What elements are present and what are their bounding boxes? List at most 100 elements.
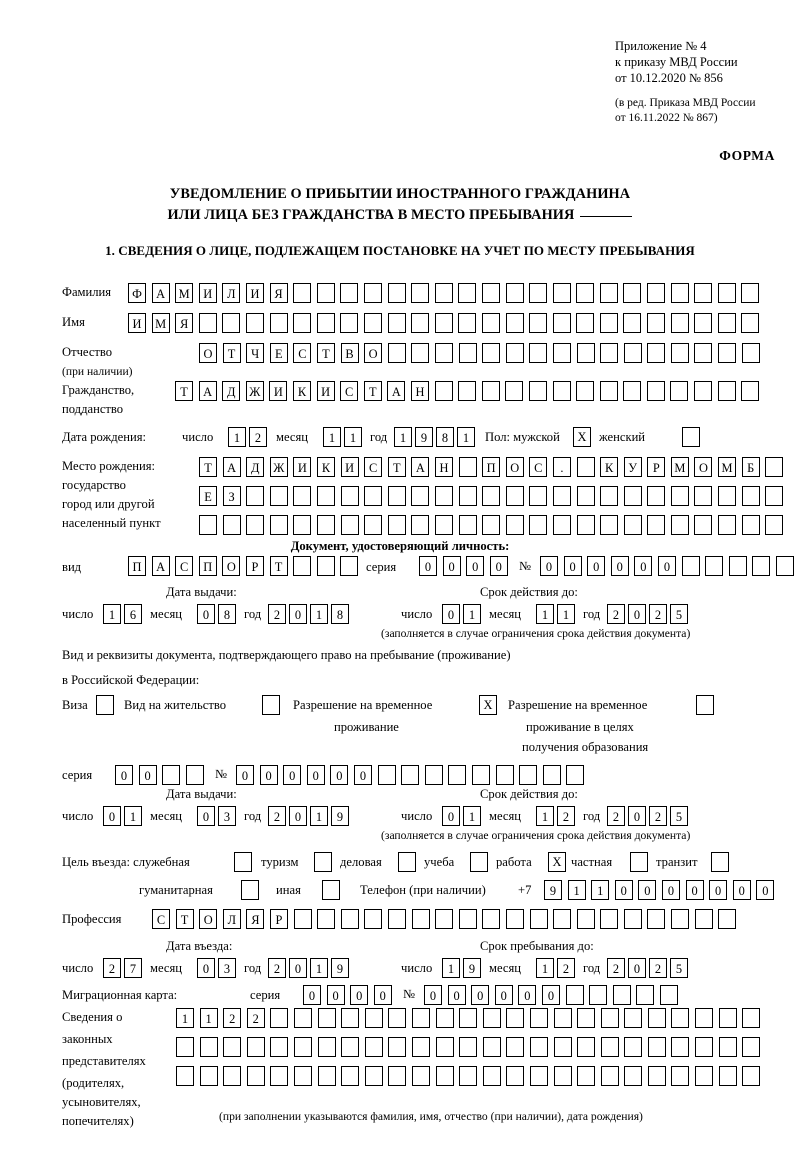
- char-cell[interactable]: С: [293, 343, 312, 363]
- char-cell[interactable]: 2: [223, 1008, 242, 1028]
- char-cell[interactable]: [623, 381, 642, 401]
- char-cell[interactable]: [647, 313, 666, 333]
- char-cell[interactable]: [458, 343, 477, 363]
- char-cell[interactable]: [270, 1008, 289, 1028]
- char-cell[interactable]: А: [151, 283, 170, 303]
- char-cell[interactable]: 1: [591, 880, 610, 900]
- char-cell[interactable]: [553, 1037, 572, 1057]
- char-cell[interactable]: [434, 381, 453, 401]
- char-cell[interactable]: 0: [259, 765, 278, 785]
- char-cell[interactable]: К: [600, 457, 619, 477]
- char-cell[interactable]: 0: [628, 806, 646, 826]
- char-cell[interactable]: [505, 909, 524, 929]
- char-cell[interactable]: [647, 515, 666, 535]
- char-cell[interactable]: 0: [103, 806, 121, 826]
- char-cell[interactable]: [600, 1008, 619, 1028]
- char-cell[interactable]: [293, 1008, 312, 1028]
- char-cell[interactable]: Т: [222, 343, 241, 363]
- char-cell[interactable]: [269, 486, 288, 506]
- char-cell[interactable]: 2: [268, 958, 286, 978]
- char-cell[interactable]: [741, 486, 760, 506]
- char-cell[interactable]: Т: [269, 556, 288, 576]
- char-cell[interactable]: [529, 1066, 548, 1086]
- char-cell[interactable]: [505, 486, 524, 506]
- char-cell[interactable]: С: [340, 381, 359, 401]
- char-cell[interactable]: М: [670, 457, 689, 477]
- char-cell[interactable]: [293, 283, 312, 303]
- char-cell[interactable]: [246, 515, 265, 535]
- char-cell[interactable]: [506, 1008, 525, 1028]
- char-cell[interactable]: 2: [246, 1008, 265, 1028]
- char-cell[interactable]: 5: [670, 958, 688, 978]
- char-cell[interactable]: 1: [463, 806, 481, 826]
- char-cell[interactable]: [599, 313, 618, 333]
- char-cell[interactable]: 9: [544, 880, 562, 900]
- char-cell[interactable]: И: [269, 381, 288, 401]
- char-cell[interactable]: [671, 1008, 690, 1028]
- char-cell[interactable]: [222, 515, 241, 535]
- char-cell[interactable]: Я: [175, 313, 194, 333]
- char-cell[interactable]: [542, 765, 561, 785]
- char-cell[interactable]: [317, 1008, 336, 1028]
- char-cell[interactable]: [411, 1037, 430, 1057]
- char-cell[interactable]: [293, 909, 312, 929]
- char-cell[interactable]: [435, 1066, 454, 1086]
- char-cell[interactable]: [765, 515, 784, 535]
- char-cell[interactable]: 0: [541, 985, 560, 1005]
- char-cell[interactable]: [694, 313, 713, 333]
- char-cell[interactable]: [505, 515, 524, 535]
- char-cell[interactable]: [577, 1066, 596, 1086]
- char-cell[interactable]: 0: [289, 806, 307, 826]
- char-cell[interactable]: З: [222, 486, 241, 506]
- char-cell[interactable]: 9: [463, 958, 481, 978]
- char-cell[interactable]: [245, 313, 264, 333]
- char-cell[interactable]: 0: [197, 806, 215, 826]
- char-cell[interactable]: [434, 343, 453, 363]
- char-cell[interactable]: 2: [268, 604, 286, 624]
- char-cell[interactable]: [458, 515, 477, 535]
- char-cell[interactable]: [529, 313, 548, 333]
- char-cell[interactable]: [695, 1037, 714, 1057]
- char-cell[interactable]: [718, 486, 737, 506]
- char-cell[interactable]: [505, 283, 524, 303]
- char-cell[interactable]: [364, 515, 383, 535]
- char-cell[interactable]: [671, 909, 690, 929]
- char-cell[interactable]: [388, 1066, 407, 1086]
- char-cell[interactable]: [566, 765, 585, 785]
- char-cell[interactable]: [435, 1037, 454, 1057]
- char-cell[interactable]: [505, 343, 524, 363]
- char-cell[interactable]: [529, 909, 548, 929]
- char-cell[interactable]: [717, 381, 736, 401]
- checkbox-purpose-official[interactable]: [234, 852, 252, 872]
- char-cell[interactable]: [435, 909, 454, 929]
- char-cell[interactable]: И: [293, 457, 312, 477]
- char-cell[interactable]: 0: [614, 880, 633, 900]
- checkbox-purpose-other[interactable]: [322, 880, 340, 900]
- char-cell[interactable]: [624, 1008, 643, 1028]
- char-cell[interactable]: 1: [344, 427, 362, 447]
- char-cell[interactable]: 9: [415, 427, 433, 447]
- char-cell[interactable]: 0: [634, 556, 653, 576]
- char-cell[interactable]: [387, 909, 406, 929]
- char-cell[interactable]: [742, 1066, 761, 1086]
- char-cell[interactable]: [694, 909, 713, 929]
- char-cell[interactable]: [529, 283, 548, 303]
- char-cell[interactable]: Д: [222, 381, 241, 401]
- checkbox-purpose-study[interactable]: [470, 852, 488, 872]
- char-cell[interactable]: [647, 343, 666, 363]
- char-cell[interactable]: [552, 381, 571, 401]
- char-cell[interactable]: [576, 343, 595, 363]
- char-cell[interactable]: М: [175, 283, 194, 303]
- char-cell[interactable]: [506, 1066, 525, 1086]
- char-cell[interactable]: 0: [424, 985, 442, 1005]
- char-cell[interactable]: [623, 909, 642, 929]
- char-cell[interactable]: [506, 1037, 525, 1057]
- char-cell[interactable]: С: [152, 909, 170, 929]
- char-cell[interactable]: У: [623, 457, 642, 477]
